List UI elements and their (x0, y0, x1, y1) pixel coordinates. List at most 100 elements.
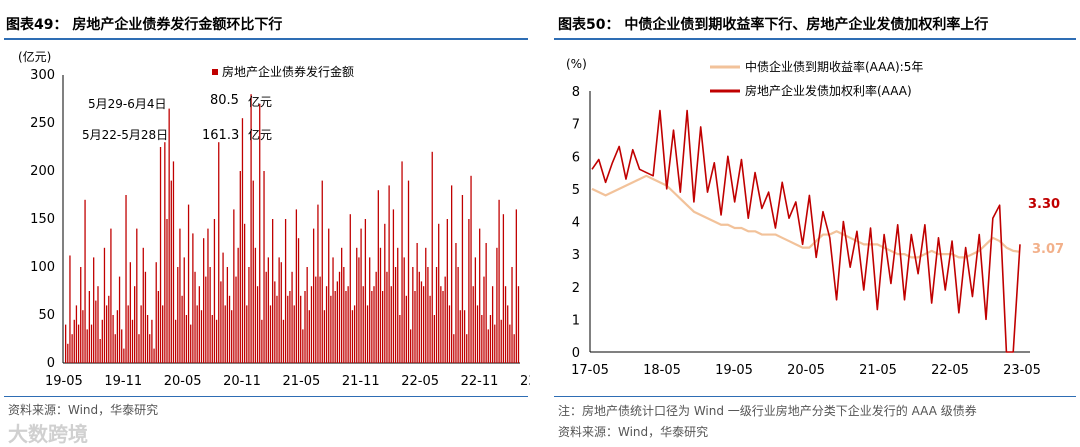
end-label-yield: 3.07 (1032, 242, 1064, 257)
issuance-bar (487, 329, 489, 363)
end-label-realestate: 3.30 (1028, 197, 1060, 212)
issuance-bar (504, 286, 507, 363)
issuance-bar (410, 329, 412, 363)
issuance-bar (476, 305, 479, 363)
issuance-bar (179, 228, 181, 363)
issuance-bar (345, 291, 347, 363)
issuance-bar (427, 267, 429, 363)
issuance-bar (491, 286, 494, 363)
issuance-bar (470, 175, 472, 363)
issuance-bar (459, 310, 461, 363)
issuance-bar (332, 257, 334, 363)
right-bottom-rule (554, 396, 1076, 397)
right-y-tick-label: 7 (572, 118, 580, 133)
issuance-bar (397, 247, 399, 363)
issuance-bar (181, 295, 183, 363)
legend-label-yield: 中债企业债到期收益率(AAA):5年 (745, 59, 923, 74)
issuance-bar (319, 276, 321, 363)
issuance-bar (250, 94, 252, 363)
left-y-tick-label: 200 (30, 164, 55, 179)
left-x-tick-label: 20-05 (164, 374, 202, 389)
issuance-bar (496, 247, 498, 363)
left-y-tick-label: 250 (30, 116, 55, 131)
issuance-bar (205, 276, 207, 363)
issuance-bar (366, 305, 369, 363)
issuance-bar (241, 118, 244, 363)
issuance-bar (291, 271, 293, 363)
issuance-bar (170, 180, 172, 363)
issuance-bar (356, 247, 358, 363)
issuance-bar (187, 204, 190, 363)
issuance-bar (293, 305, 295, 363)
issuance-bar (420, 281, 423, 363)
right-y-tick-label: 5 (572, 183, 580, 198)
issuance-bar (422, 286, 425, 363)
annotation-week1-unit: 亿元 (248, 94, 272, 109)
issuance-bar (498, 199, 500, 363)
issuance-bar (442, 291, 444, 363)
issuance-bar (73, 319, 75, 363)
watermark-logo: 大数跨境 (8, 422, 88, 446)
left-x-tick-label: 23-05 (520, 374, 530, 389)
left-source: 资料来源：Wind，华泰研究 (8, 403, 159, 417)
issuance-bar (457, 267, 459, 363)
issuance-bar (243, 223, 246, 363)
issuance-bar (302, 329, 304, 363)
annotation-week2-label: 5月22-5月28日 (82, 128, 168, 142)
issuance-bar (97, 286, 99, 363)
left-x-tick-label: 22-11 (461, 374, 499, 389)
issuance-bar (259, 103, 261, 364)
issuance-bar (369, 257, 371, 363)
left-title-rule (4, 38, 528, 40)
issuance-bar (65, 324, 67, 363)
left-bottom-rule (4, 396, 528, 397)
issuance-bar (474, 257, 477, 363)
issuance-bar (349, 214, 351, 363)
issuance-bar (317, 204, 319, 363)
issuance-bar (231, 310, 233, 363)
issuance-bar (494, 324, 496, 363)
issuance-bar (388, 185, 390, 363)
issuance-bar (222, 252, 224, 363)
issuance-bar (287, 295, 289, 363)
issuance-bar (166, 219, 168, 363)
issuance-bar (198, 286, 200, 363)
issuance-bar (306, 267, 308, 363)
issuance-bar (509, 324, 511, 363)
issuance-bar (211, 315, 213, 363)
issuance-bar (394, 267, 397, 363)
issuance-bar (451, 185, 453, 363)
issuance-bar (304, 291, 306, 363)
issuance-bar (444, 276, 446, 363)
issuance-bar (338, 271, 341, 363)
issuance-bar (168, 108, 170, 363)
left-legend-label: 房地产企业债券发行金额 (222, 64, 354, 79)
right-x-tick-label: 19-05 (715, 363, 753, 378)
issuance-bar (183, 257, 185, 363)
issuance-bar (99, 339, 101, 363)
issuance-bar (358, 257, 360, 363)
annotation-week2-unit: 亿元 (248, 127, 272, 142)
issuance-bar (190, 324, 192, 363)
issuance-bar (80, 267, 82, 363)
left-x-tick-label: 22-05 (401, 374, 439, 389)
issuance-bar (203, 238, 205, 363)
issuance-bar (308, 310, 310, 363)
issuance-bar (67, 343, 69, 363)
issuance-bar (414, 291, 416, 363)
issuance-bar (144, 271, 147, 363)
issuance-bar (371, 291, 373, 363)
issuance-bar (446, 219, 448, 363)
issuance-bar (300, 295, 302, 363)
left-chart-title: 图表49： 房地产企业债券发行金额环比下行 (6, 17, 283, 33)
issuance-bar (312, 228, 315, 363)
issuance-bar (375, 271, 377, 363)
issuance-bar (90, 324, 93, 363)
issuance-bar (362, 286, 364, 363)
issuance-bar (401, 161, 403, 363)
right-note: 注：房地产债统计口径为 Wind 一级行业房地产分类下企业发行的 AAA 级债券 (558, 404, 977, 418)
issuance-bar (515, 209, 517, 363)
issuance-bar (218, 142, 220, 363)
issuance-bar (142, 247, 144, 363)
issuance-bar (69, 255, 71, 363)
